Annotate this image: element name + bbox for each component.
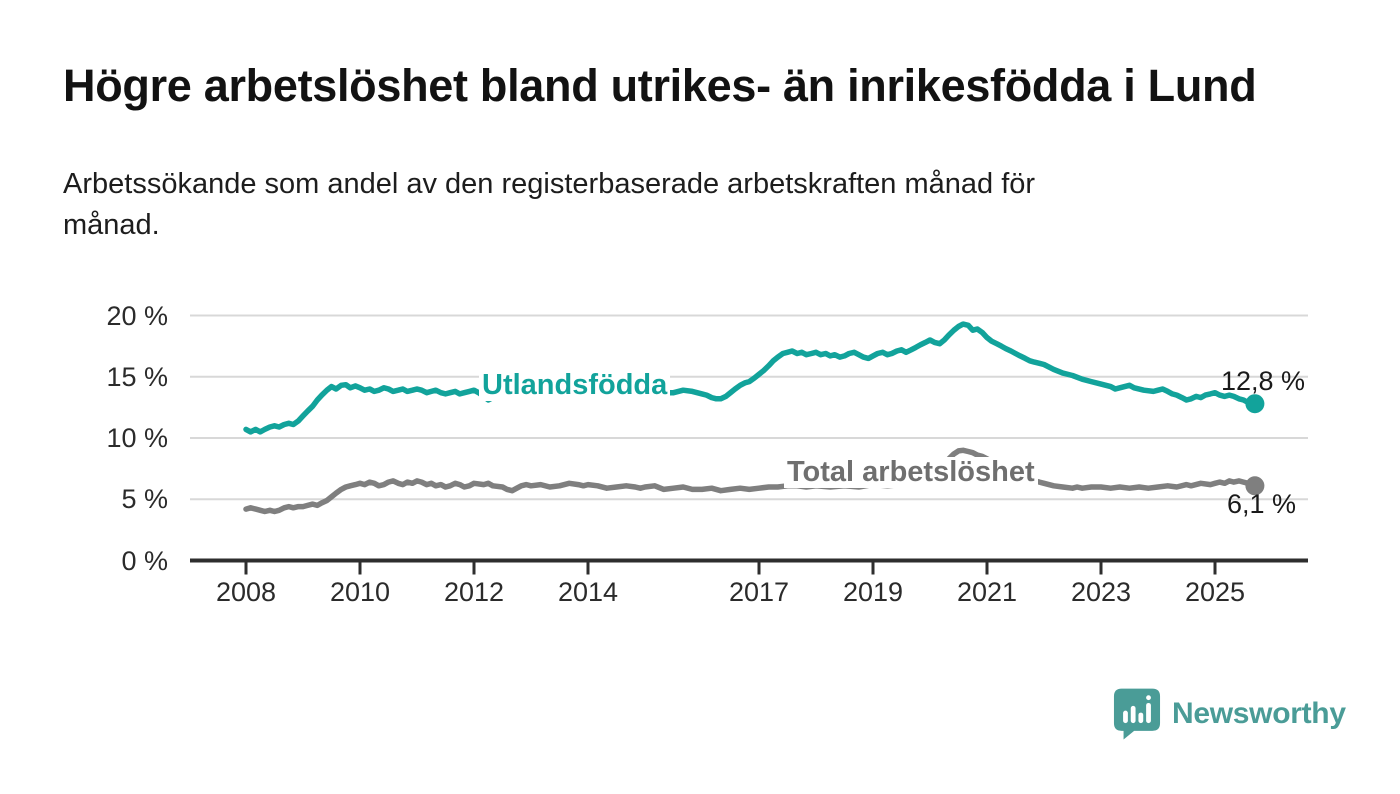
series-label-total-arbetsloshet: Total arbetslöshet [784,457,1038,488]
y-axis-tick-label: 5 % [121,484,168,515]
x-axis-tick-label: 2025 [1184,577,1246,607]
x-axis-tick-label: 2019 [842,577,904,607]
y-axis-tick-label: 15 % [106,361,168,392]
x-axis-tick-label: 2010 [329,577,391,607]
x-axis-tick-label: 2017 [728,577,790,607]
end-value-label-utlandsfodda: 12,8 % [1221,366,1306,396]
total-arbetsloshet-line [243,447,1258,515]
chart-subtitle-line1: Arbetssökande som andel av den registerb… [63,168,1036,200]
y-axis-tick-label: 10 % [106,423,168,453]
chart-subtitle-line2: månad. [63,209,160,241]
utlandsfodda-end-dot [1245,394,1265,414]
total-arbetsloshet-end-dot [1245,476,1265,496]
end-value-label-total-arbetsloshet: 6,1 % [1227,489,1297,519]
x-axis-tick-label: 2021 [956,577,1018,607]
y-axis-tick-label: 0 % [121,545,168,576]
x-axis-tick-label: 2023 [1070,577,1132,607]
newsworthy-logo: Newsworthy [1113,686,1346,742]
chart-title: Högre arbetslöshet bland utrikes- än inr… [63,60,1257,111]
chart-subtitle: Arbetssökande som andel av den registerb… [63,164,1035,246]
x-axis-tick-label: 2012 [443,577,505,607]
x-axis-tick-label: 2008 [215,577,277,607]
y-axis-tick-label: 20 % [106,300,168,331]
series-label-utlandsfodda: Utlandsfödda [479,370,671,401]
x-axis-tick-label: 2014 [557,577,619,607]
utlandsfodda-line [243,321,1258,435]
newsworthy-wordmark: Newsworthy [1172,697,1346,730]
newsworthy-logo-icon [1113,688,1161,739]
